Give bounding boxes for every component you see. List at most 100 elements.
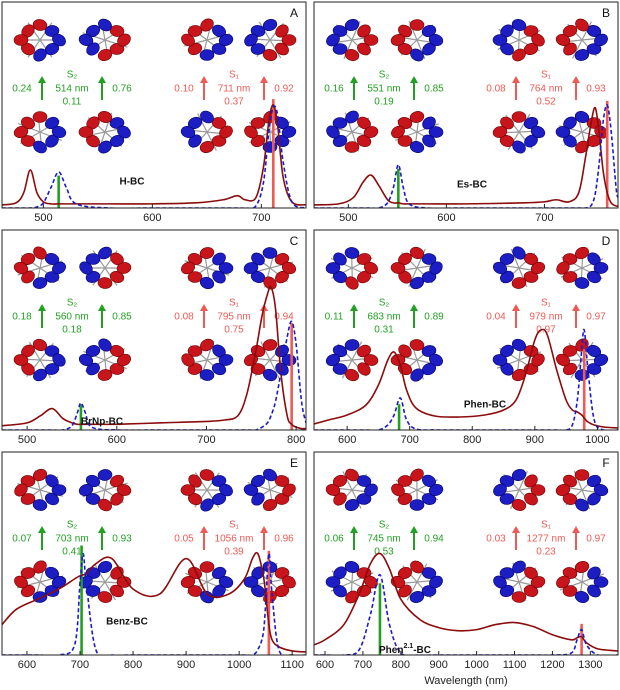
x-tick-label: 600 <box>143 212 161 224</box>
x-tick-label: 900 <box>177 659 195 671</box>
strength-label: 0.11 <box>63 97 82 108</box>
orbital-image <box>556 561 609 603</box>
x-tick-label: 800 <box>392 659 410 671</box>
orbital-image <box>243 247 297 290</box>
compound-name: BrNp-BC <box>81 417 123 428</box>
x-tick-label: 700 <box>197 434 215 446</box>
arrow-head <box>512 526 520 533</box>
state-label: S₁ <box>541 70 552 81</box>
transition-bar <box>79 404 83 430</box>
orbital-image <box>325 339 379 382</box>
coefficient-label: 0.85 <box>424 84 444 95</box>
orbital-image <box>14 560 67 603</box>
compound-base: Phen <box>379 645 403 656</box>
arrow-head <box>410 76 418 83</box>
orbital-image <box>391 111 444 154</box>
compound-suffix: -BC <box>413 645 431 656</box>
coefficient-label: 0.18 <box>12 312 32 323</box>
orbital-image <box>13 111 67 154</box>
x-tick-label: 900 <box>526 434 544 446</box>
orbital-image <box>181 338 234 381</box>
strength-label: 0.37 <box>224 97 244 108</box>
orbital-image <box>79 246 132 289</box>
transition-bar <box>397 404 401 430</box>
x-tick-label: 1300 <box>578 659 602 671</box>
calculated-spectrum <box>2 320 306 430</box>
orbital-image <box>390 560 443 603</box>
transition-bar <box>290 322 293 430</box>
experimental-spectrum <box>314 106 618 207</box>
state-label: S₂ <box>379 520 390 531</box>
transition-bar <box>605 100 609 208</box>
orbital-image <box>390 246 443 290</box>
orbital-image <box>390 19 444 62</box>
panel: S₂ 560 nm 0.18 0.18 0.85 S₁ 795 nm 0.75 0.08 0.94… <box>1 229 307 446</box>
orbital-image <box>13 19 66 62</box>
arrow-head <box>260 526 268 533</box>
state-label: S₂ <box>67 520 78 531</box>
orbital-image <box>180 469 233 512</box>
orbital-image <box>556 338 609 381</box>
orbital-image <box>555 469 609 512</box>
compound-name: Benz-BC <box>106 617 148 628</box>
panel-label: B <box>602 6 610 20</box>
orbital-image <box>79 560 132 603</box>
arrow-head <box>98 526 106 533</box>
x-tick-label: 1200 <box>540 659 564 671</box>
state-label: S₁ <box>541 520 552 531</box>
wavelength-label: 979 nm <box>529 312 562 323</box>
arrow-head <box>98 76 106 83</box>
state-label: S₁ <box>229 298 240 309</box>
x-tick-label: 500 <box>34 212 52 224</box>
orbital-image <box>493 246 546 289</box>
orbital-image <box>556 246 609 289</box>
orbital-image <box>244 18 297 61</box>
calculated-spectrum <box>314 574 618 655</box>
x-tick-label: 800 <box>287 434 305 446</box>
orbital-image <box>492 111 546 154</box>
wavelength-label: 703 nm <box>55 534 88 545</box>
compound-name: Es-BC <box>457 180 487 191</box>
x-tick-label: 1100 <box>280 659 304 671</box>
compound-name: H-BC <box>120 177 145 188</box>
orbital-image <box>78 469 132 512</box>
coefficient-label: 0.07 <box>12 534 32 545</box>
orbital-image <box>492 338 545 382</box>
arrow-head <box>38 304 46 311</box>
coefficient-label: 0.04 <box>486 312 506 323</box>
x-tick-label: 600 <box>316 659 334 671</box>
x-tick-label: 600 <box>437 212 455 224</box>
strength-label: 0.18 <box>62 325 82 336</box>
arrow-head <box>200 304 208 311</box>
transition-bar <box>272 99 275 208</box>
orbital-image <box>180 561 234 604</box>
transition-bar <box>580 623 583 655</box>
arrow-head <box>350 304 358 311</box>
compound-superscript: 2.1 <box>403 643 413 650</box>
orbital-image <box>326 110 379 153</box>
orbital-image <box>78 111 131 154</box>
panel: S₂ 683 nm 0.31 0.11 0.89 S₁ 979 nm 0.97 0.04 0.97… <box>313 229 619 446</box>
x-tick-label: 700 <box>354 659 372 671</box>
x-tick-label: 600 <box>108 434 126 446</box>
coefficient-label: 0.03 <box>486 534 506 545</box>
orbital-image <box>78 18 131 62</box>
state-label: S₂ <box>67 298 78 309</box>
coefficient-label: 0.97 <box>586 534 606 545</box>
x-tick-label: 500 <box>18 434 36 446</box>
x-tick-label: 700 <box>71 659 89 671</box>
transition-bar <box>582 349 586 430</box>
wavelength-label: 764 nm <box>529 84 562 95</box>
arrow-head <box>572 76 580 83</box>
coefficient-label: 0.92 <box>274 84 294 95</box>
arrow-head <box>572 526 580 533</box>
x-tick-label: 700 <box>401 434 419 446</box>
orbital-image <box>325 561 378 604</box>
arrow-head <box>410 304 418 311</box>
orbital-image <box>325 468 378 511</box>
calculated-spectrum <box>314 328 618 430</box>
coefficient-label: 0.06 <box>324 534 344 545</box>
panel: S₂ 703 nm 0.41 0.07 0.93 S₁ 1056 nm 0.39 0.05 0.9… <box>1 451 307 671</box>
panel-frame <box>1 1 307 209</box>
